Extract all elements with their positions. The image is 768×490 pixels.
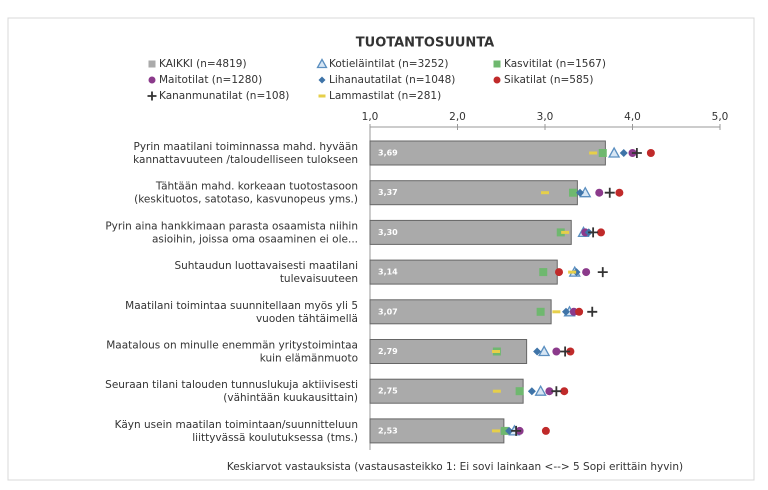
marker-circle (597, 228, 605, 237)
legend-label: KAIKKI (n=4819) (159, 58, 247, 70)
value-label: 2,75 (378, 387, 398, 396)
marker-triangle (538, 345, 551, 357)
chart-title: TUOTANTOSUUNTA (356, 36, 494, 51)
category-label: Pyrin maatilani toiminnassa mahd. hyvään (134, 141, 359, 153)
marker-plus (551, 386, 562, 397)
marker-dash (492, 389, 501, 393)
category-label: kannattavuuteen /taloudelliseen tuloksee… (133, 154, 358, 166)
value-label: 3,30 (378, 228, 398, 237)
marker-plus (588, 227, 599, 238)
marker-dash (561, 230, 570, 234)
category-label: Käyn usein maatilan toimintaan/suunnitte… (115, 419, 358, 431)
marker-square (598, 149, 607, 157)
marker-plus (511, 425, 522, 436)
x-tick-label: 2,0 (449, 111, 466, 123)
marker-circle (545, 387, 554, 396)
marker-circle (646, 149, 655, 157)
legend-label: Lihanautatilat (n=1048) (329, 74, 455, 86)
bar (369, 259, 558, 285)
marker-diamond (572, 268, 581, 277)
legend-label: Sikatilat (n=585) (504, 74, 593, 86)
marker-square (539, 268, 548, 277)
x-axis-label: Keskiarvot vastauksista (vastausasteikko… (227, 461, 683, 473)
category-label: (keskituotos, satotaso, kasvunopeus yms.… (134, 194, 358, 206)
marker-square (500, 426, 509, 435)
marker-diamond (527, 387, 536, 396)
marker-circle (566, 347, 575, 356)
marker-circle (615, 188, 624, 197)
category-label: liittyvässä koulutuksessa (tms.) (192, 432, 358, 444)
legend-label: Kasvitilat (n=1567) (504, 58, 606, 70)
marker-circle (575, 307, 584, 316)
category-label: Seuraan tilani talouden tunnuslukuja akt… (105, 379, 358, 391)
value-label: 2,79 (378, 347, 398, 356)
x-tick-label: 4,0 (624, 111, 641, 123)
value-label: 3,14 (378, 268, 398, 277)
marker-diamond (533, 347, 542, 356)
category-label: Maatilani toimintaa suunnitellaan myös y… (125, 300, 358, 312)
marker-circle (582, 268, 591, 277)
marker-plus (604, 187, 615, 198)
marker-square (569, 188, 577, 197)
legend-label: Kotieläintilat (n=3252) (329, 58, 448, 70)
frame (7, 17, 755, 481)
marker-triangle (534, 384, 547, 396)
bar (369, 418, 505, 444)
legend-label: Kananmunatilat (n=108) (159, 90, 289, 102)
x-tick-label: 3,0 (537, 111, 554, 123)
category-label: asioihin, joissa oma osaaminen ei ole... (152, 233, 358, 245)
marker-dash (492, 429, 500, 433)
marker-diamond (318, 76, 326, 84)
marker-triangle (608, 146, 621, 158)
legend-label: Lammastilat (n=281) (329, 90, 441, 102)
marker-dash (589, 151, 598, 155)
legend-label: Maitotilat (n=1280) (159, 74, 262, 86)
marker-circle (541, 426, 550, 435)
marker-dash (552, 310, 561, 314)
bar (369, 140, 606, 166)
marker-circle (555, 268, 563, 277)
marker-dash (568, 270, 577, 274)
value-label: 3,37 (378, 188, 398, 197)
marker-circle (493, 76, 501, 84)
bar (369, 299, 552, 325)
category-label: kuin elämänmuoto (260, 353, 358, 365)
marker-square (536, 307, 545, 316)
marker-circle (148, 76, 156, 84)
marker-diamond (505, 426, 514, 435)
marker-plus (587, 306, 598, 317)
marker-diamond (619, 149, 628, 157)
marker-square (556, 228, 565, 237)
marker-plus (560, 346, 571, 357)
marker-circle (552, 347, 561, 356)
value-label: 3,69 (378, 149, 398, 158)
marker-dash (318, 94, 326, 98)
marker-plus (147, 91, 157, 101)
category-label: vuoden tähtäimellä (256, 313, 358, 325)
category-label: Suhtaudun luottavaisesti maatilani (174, 260, 358, 272)
category-label: (vähintään kuukausittain) (223, 392, 358, 404)
marker-square (148, 60, 156, 68)
category-label: tulevaisuuteen (280, 273, 358, 285)
marker-plus (597, 267, 608, 278)
value-label: 3,07 (378, 307, 398, 316)
marker-diamond (562, 307, 570, 316)
marker-square (493, 60, 501, 68)
value-label: 2,53 (378, 426, 398, 435)
marker-plus (631, 148, 642, 158)
x-tick-label: 1,0 (362, 111, 379, 123)
marker-dash (492, 350, 500, 353)
category-label: Pyrin aina hankkimaan parasta osaamista … (105, 220, 358, 232)
marker-circle (560, 387, 569, 396)
marker-triangle (316, 58, 328, 69)
bar (369, 219, 572, 245)
x-tick-label: 5,0 (712, 111, 729, 123)
category-label: Tähtään mahd. korkeaan tuotostasoon (155, 181, 358, 193)
marker-diamond (576, 188, 584, 197)
marker-square (515, 387, 524, 396)
marker-circle (595, 188, 604, 197)
marker-dash (541, 191, 549, 195)
category-label: Maatalous on minulle enemmän yritystoimi… (106, 340, 358, 352)
